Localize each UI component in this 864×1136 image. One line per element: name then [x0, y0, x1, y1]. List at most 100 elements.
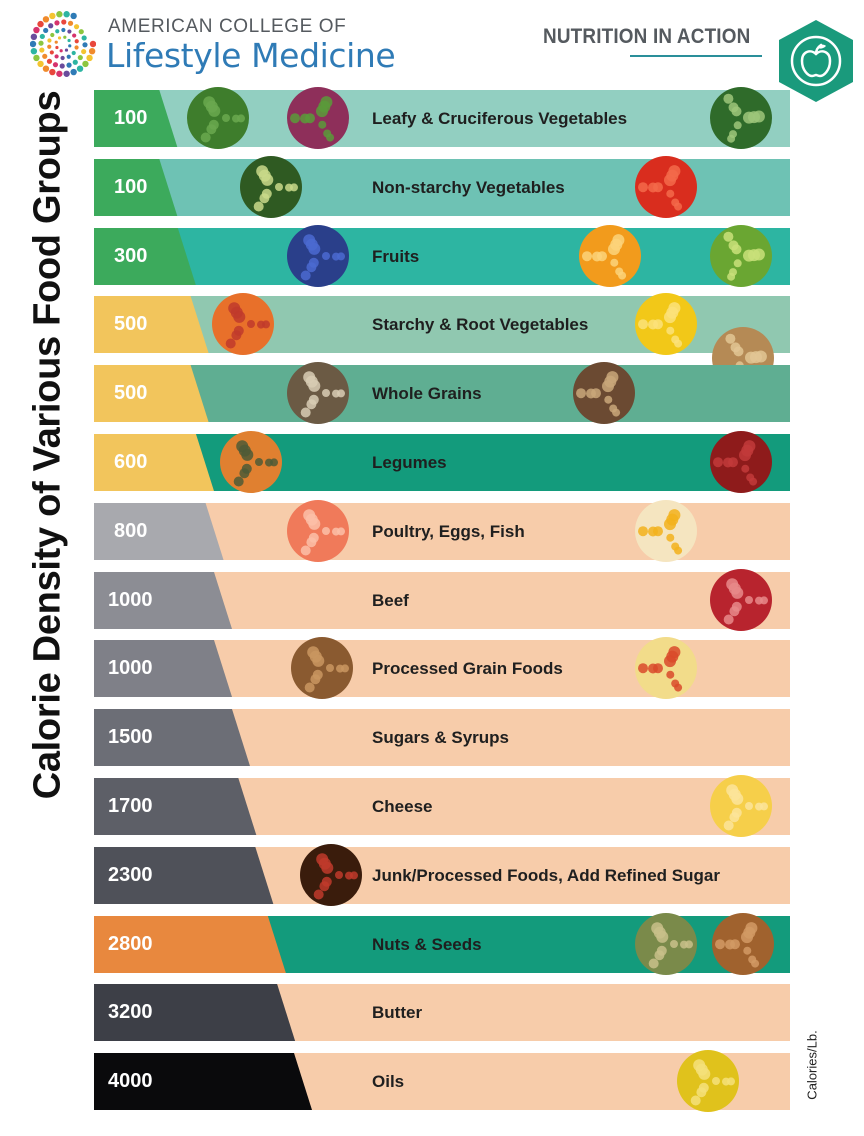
logo-dot [48, 23, 54, 29]
calorie-value-label: 300 [114, 244, 148, 267]
blueberries-icon [287, 224, 349, 287]
logo-dot [54, 20, 60, 26]
olive-oil-bottle-icon [677, 1050, 739, 1113]
logo-dot [61, 27, 66, 33]
food-group-label: Beef [372, 590, 409, 610]
logo-dot [33, 26, 40, 34]
calorie-value-tab [94, 158, 178, 216]
logo-dot [78, 29, 84, 35]
calorie-value-label: 1700 [108, 795, 153, 817]
logo-dot [74, 39, 79, 44]
logo-dot [38, 40, 44, 46]
food-group-label: Oils [372, 1072, 405, 1092]
calorie-value-tab [94, 984, 296, 1042]
calorie-value-tab [94, 846, 274, 904]
calorie-value-tab [94, 778, 257, 835]
logo-dot [50, 32, 55, 38]
logo-dot [56, 11, 63, 18]
logo-dot [66, 62, 72, 68]
dotted-circle-logo-icon [30, 11, 96, 77]
almonds-icon [712, 912, 774, 975]
logo-dot [54, 54, 59, 59]
calorie-value-tab [94, 571, 232, 629]
food-group-label: Processed Grain Foods [372, 659, 563, 679]
logo-dot [63, 11, 70, 18]
logo-dot [72, 59, 78, 65]
logo-dot [71, 50, 76, 56]
shredded-wheat-icon [291, 637, 353, 700]
logo-dot [82, 60, 89, 68]
logo-dot [77, 54, 83, 61]
calorie-value-tab [94, 1053, 312, 1111]
food-group-row: 500 Whole Grains [94, 362, 790, 425]
logo-dot [30, 47, 38, 55]
food-group-label: Nuts & Seeds [372, 934, 482, 954]
logo-dot [30, 40, 37, 48]
raw-beef-icon [710, 568, 772, 631]
logo-dot [30, 33, 38, 41]
logo-dot [70, 68, 77, 76]
food-group-row: 1000 Beef [94, 568, 790, 631]
food-group-label: Butter [372, 1003, 423, 1023]
kidney-beans-icon [710, 431, 772, 493]
food-group-row: 1700 Cheese [94, 775, 790, 837]
logo-dot [47, 44, 52, 49]
soda-pour-icon [300, 843, 362, 906]
calorie-value-label: 3200 [108, 1001, 153, 1024]
logo-dot [46, 58, 53, 64]
badge-underline [630, 55, 762, 57]
apple-icon [779, 20, 853, 102]
logo-dot [55, 29, 60, 34]
food-group-row: 2800 Nuts & Seeds [94, 912, 790, 975]
food-group-label: Sugars & Syrups [372, 728, 509, 748]
calorie-value-label: 600 [114, 451, 148, 473]
calorie-value-tab [94, 296, 209, 354]
eggs-toast-icon [635, 499, 697, 562]
food-group-row: 600 Legumes [94, 431, 790, 493]
logo-dot [82, 42, 88, 48]
kale-leaf-icon [710, 87, 772, 149]
calorie-value-label: 1000 [108, 588, 153, 611]
calorie-value-tab [94, 365, 209, 423]
food-group-row: 500 Starchy & Root Vegetables [94, 293, 790, 390]
logo-dot [72, 33, 77, 38]
logo-dot [81, 35, 87, 41]
logo-dot [67, 29, 72, 34]
food-group-row: 2300 Junk/Processed Foods, Add Refined Su… [94, 843, 790, 906]
logo-dot [54, 40, 58, 44]
calorie-value-tab [94, 915, 286, 973]
food-group-row: 4000 Oils [94, 1050, 790, 1113]
food-group-row: 800 Poultry, Eggs, Fish [94, 499, 790, 562]
logo-dot [47, 38, 52, 43]
logo-dot [86, 54, 93, 62]
carrots-icon [212, 293, 274, 356]
food-group-label: Non-starchy Vegetables [372, 177, 565, 197]
food-group-bar [94, 227, 790, 285]
calorie-value-label: 4000 [108, 1070, 153, 1093]
food-group-row: 1500 Sugars & Syrups [94, 709, 790, 767]
logo-dot [57, 36, 62, 40]
logo-dot [63, 70, 70, 77]
logo-dot [43, 27, 49, 34]
logo-dot [42, 65, 50, 72]
logo-dot [42, 53, 48, 59]
calorie-value-tab [94, 90, 178, 147]
logo-dot [56, 70, 63, 77]
food-group-row: 100 Non-starchy Vegetables [94, 155, 790, 218]
logo-dot [64, 48, 69, 52]
logo-dot [39, 47, 45, 53]
logo-dot [60, 55, 65, 61]
food-group-label: Leafy & Cruciferous Vegetables [372, 109, 628, 128]
org-name-line1: AMERICAN COLLEGE OF [108, 16, 347, 37]
food-group-label: Cheese [372, 797, 433, 816]
lentils-icon [220, 431, 282, 493]
food-group-label: Legumes [372, 453, 447, 472]
logo-dot [37, 60, 44, 68]
food-group-label: Starchy & Root Vegetables [372, 315, 589, 335]
logo-dot [67, 38, 71, 43]
header: AMERICAN COLLEGE OF Lifestyle Medicine N… [0, 0, 864, 102]
logo-dot [59, 63, 65, 69]
pasta-icon [635, 637, 697, 700]
logo-dot [67, 20, 74, 26]
